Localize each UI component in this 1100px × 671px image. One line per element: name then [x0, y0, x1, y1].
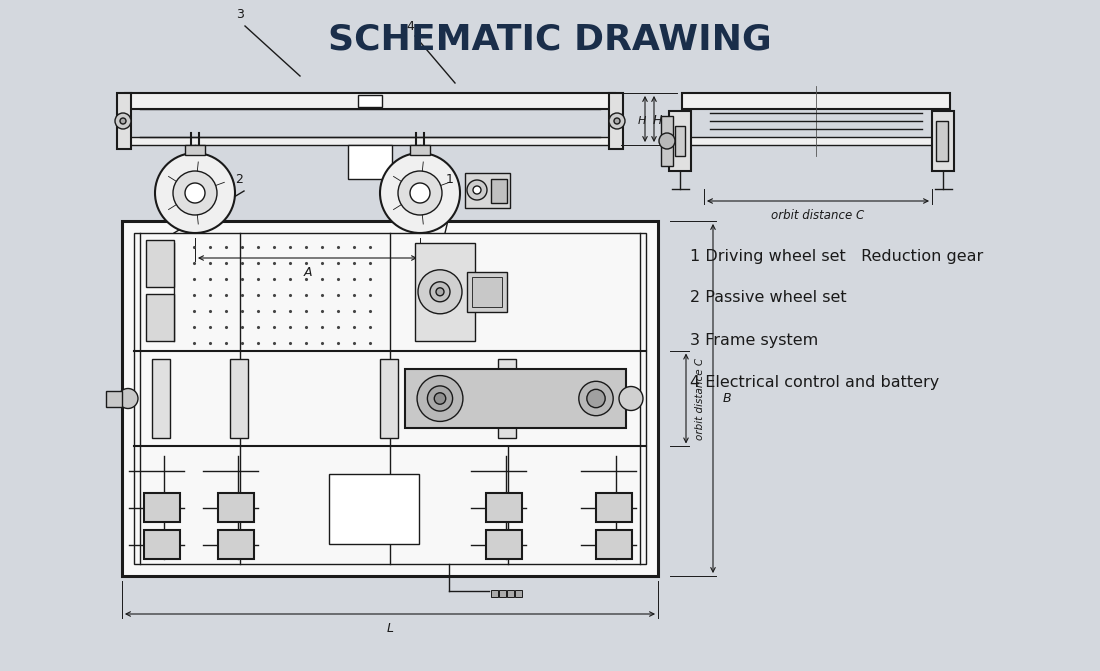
- Bar: [134, 233, 646, 564]
- Bar: [218, 530, 254, 559]
- Bar: [932, 111, 954, 171]
- Circle shape: [586, 389, 605, 408]
- Bar: [491, 179, 507, 203]
- Circle shape: [614, 118, 620, 124]
- Text: orbit distance C: orbit distance C: [695, 358, 705, 440]
- Bar: [491, 590, 498, 597]
- Bar: [465, 173, 510, 208]
- Bar: [152, 358, 170, 438]
- Circle shape: [379, 153, 460, 233]
- Circle shape: [434, 393, 446, 404]
- Bar: [106, 391, 122, 407]
- Circle shape: [418, 270, 462, 314]
- Bar: [125, 137, 615, 145]
- Bar: [146, 240, 174, 287]
- Bar: [348, 145, 392, 179]
- Bar: [515, 590, 522, 597]
- Bar: [507, 590, 514, 597]
- Bar: [486, 530, 521, 559]
- Bar: [218, 493, 254, 522]
- Circle shape: [436, 288, 444, 296]
- Bar: [596, 530, 632, 559]
- Bar: [410, 145, 430, 155]
- Bar: [675, 126, 685, 156]
- Circle shape: [579, 381, 613, 416]
- Circle shape: [398, 171, 442, 215]
- Text: A: A: [304, 266, 311, 279]
- Bar: [144, 493, 180, 522]
- Bar: [358, 95, 382, 107]
- Bar: [379, 358, 398, 438]
- Circle shape: [430, 282, 450, 302]
- Text: 2 Passive wheel set: 2 Passive wheel set: [690, 291, 847, 305]
- Text: 4: 4: [406, 20, 414, 33]
- Bar: [498, 358, 516, 438]
- Circle shape: [185, 183, 205, 203]
- Text: H: H: [638, 116, 646, 126]
- Bar: [682, 93, 950, 109]
- Circle shape: [468, 180, 487, 200]
- Text: 1: 1: [447, 173, 454, 186]
- Bar: [468, 272, 507, 312]
- Circle shape: [609, 113, 625, 129]
- Text: L: L: [386, 622, 394, 635]
- Bar: [596, 493, 632, 522]
- Bar: [125, 93, 615, 109]
- Circle shape: [659, 133, 675, 149]
- Bar: [472, 277, 502, 307]
- Bar: [609, 93, 623, 149]
- Bar: [122, 221, 658, 576]
- Text: 4 Electrical control and battery: 4 Electrical control and battery: [690, 374, 939, 389]
- Text: B: B: [723, 392, 732, 405]
- Bar: [185, 145, 205, 155]
- Bar: [486, 493, 521, 522]
- Circle shape: [118, 389, 138, 409]
- Bar: [117, 93, 131, 149]
- Circle shape: [417, 376, 463, 421]
- Text: H: H: [653, 115, 662, 127]
- Circle shape: [116, 113, 131, 129]
- Bar: [329, 474, 419, 544]
- Circle shape: [410, 183, 430, 203]
- Text: 3: 3: [236, 8, 244, 21]
- Text: orbit distance C: orbit distance C: [771, 209, 865, 222]
- Bar: [144, 530, 180, 559]
- Bar: [230, 358, 248, 438]
- Text: 1 Driving wheel set   Reduction gear: 1 Driving wheel set Reduction gear: [690, 248, 983, 264]
- Bar: [415, 243, 475, 341]
- Bar: [682, 137, 950, 145]
- Circle shape: [473, 186, 481, 194]
- Circle shape: [619, 386, 644, 411]
- Bar: [669, 111, 691, 171]
- Text: 2: 2: [235, 173, 243, 186]
- Circle shape: [428, 386, 452, 411]
- Bar: [146, 294, 174, 341]
- Bar: [499, 590, 506, 597]
- Text: SCHEMATIC DRAWING: SCHEMATIC DRAWING: [328, 23, 772, 57]
- Bar: [936, 121, 948, 161]
- Text: 3 Frame system: 3 Frame system: [690, 333, 818, 348]
- Circle shape: [120, 118, 127, 124]
- Circle shape: [155, 153, 235, 233]
- Bar: [661, 116, 673, 166]
- Bar: [405, 368, 626, 428]
- Circle shape: [173, 171, 217, 215]
